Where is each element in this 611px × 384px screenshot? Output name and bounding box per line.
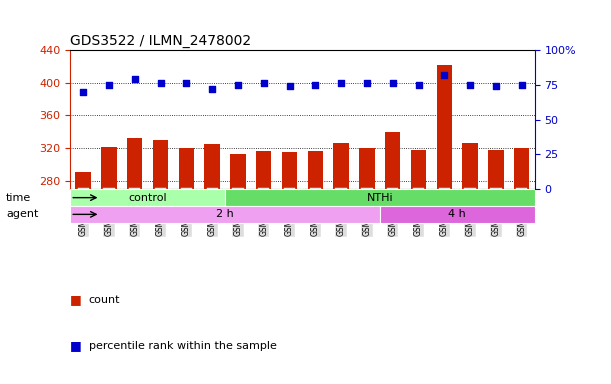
Point [465, 82, 475, 88]
Text: GSM345365: GSM345365 [388, 189, 397, 236]
Bar [514, 148, 530, 189]
Text: time: time [6, 193, 31, 203]
Bar [359, 148, 375, 189]
Point [310, 82, 320, 88]
Bar [178, 148, 194, 189]
Text: GDS3522 / ILMN_2478002: GDS3522 / ILMN_2478002 [70, 33, 251, 48]
Text: 4 h: 4 h [448, 209, 466, 219]
Text: GSM345358: GSM345358 [208, 189, 217, 236]
Text: GSM345370: GSM345370 [518, 189, 526, 236]
Text: GSM345357: GSM345357 [182, 189, 191, 236]
Text: GSM345356: GSM345356 [156, 189, 165, 236]
Bar [127, 137, 142, 189]
Bar [307, 151, 323, 189]
Point [388, 80, 398, 86]
Point [207, 86, 217, 92]
Text: GSM345353: GSM345353 [79, 189, 87, 236]
Text: ■: ■ [70, 293, 82, 306]
Point [491, 83, 501, 89]
Bar [380, 206, 535, 223]
Bar [75, 172, 91, 189]
Text: GSM345359: GSM345359 [233, 189, 243, 236]
Text: GSM345361: GSM345361 [285, 189, 294, 236]
Text: NTHi: NTHi [367, 193, 393, 203]
Point [130, 76, 140, 82]
Bar [70, 189, 225, 206]
Bar [101, 147, 117, 189]
Bar [334, 143, 349, 189]
Point [414, 82, 423, 88]
Bar [205, 144, 220, 189]
Point [439, 72, 449, 78]
Bar [282, 152, 298, 189]
Text: count: count [89, 295, 120, 305]
Bar [153, 140, 168, 189]
Bar [437, 65, 452, 189]
Text: GSM345369: GSM345369 [491, 189, 500, 236]
Text: GSM345364: GSM345364 [362, 189, 371, 236]
Bar [256, 151, 271, 189]
Point [156, 80, 166, 86]
Text: ■: ■ [70, 339, 82, 352]
Point [259, 80, 269, 86]
Text: GSM345367: GSM345367 [440, 189, 449, 236]
Text: GSM345366: GSM345366 [414, 189, 423, 236]
Text: GSM345363: GSM345363 [337, 189, 346, 236]
Point [181, 80, 191, 86]
Bar [230, 154, 246, 189]
Bar [411, 150, 426, 189]
Text: 2 h: 2 h [216, 209, 234, 219]
Text: GSM345354: GSM345354 [104, 189, 114, 236]
Point [104, 82, 114, 88]
Bar [385, 132, 400, 189]
Point [362, 80, 372, 86]
Point [517, 82, 527, 88]
Text: GSM345368: GSM345368 [466, 189, 475, 236]
Point [233, 82, 243, 88]
Point [78, 89, 88, 95]
Point [285, 83, 295, 89]
Text: percentile rank within the sample: percentile rank within the sample [89, 341, 276, 351]
Text: GSM345355: GSM345355 [130, 189, 139, 236]
Text: GSM345362: GSM345362 [311, 189, 320, 236]
Bar [70, 206, 380, 223]
Bar [463, 143, 478, 189]
Point [336, 80, 346, 86]
Text: agent: agent [6, 209, 38, 219]
Bar [225, 189, 535, 206]
Bar [488, 150, 503, 189]
Text: GSM345360: GSM345360 [259, 189, 268, 236]
Text: control: control [128, 193, 167, 203]
